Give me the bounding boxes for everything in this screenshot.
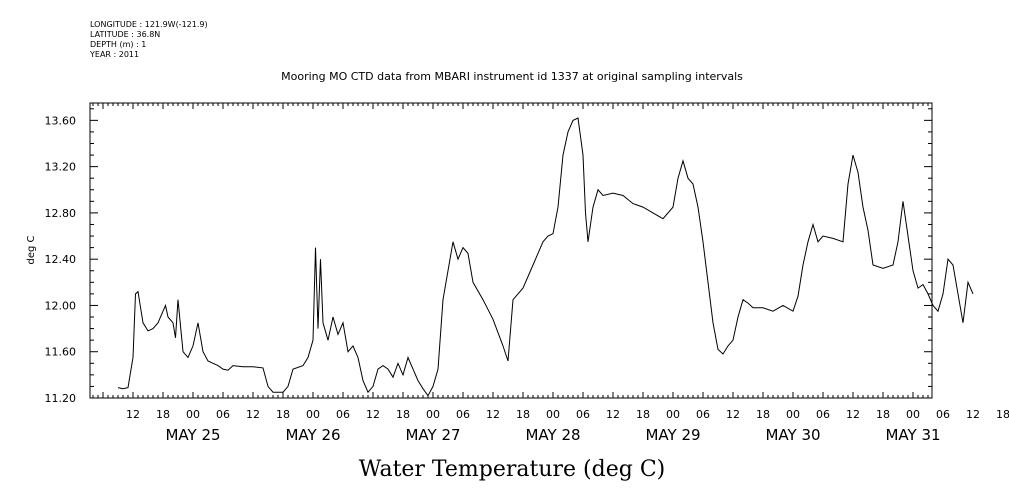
hour-tick-label: 18 <box>516 408 530 421</box>
y-axis-label: deg C <box>26 235 37 264</box>
day-label: MAY 29 <box>645 426 700 444</box>
day-label: MAY 31 <box>885 426 940 444</box>
hour-tick-label: 12 <box>606 408 620 421</box>
hour-tick-label: 18 <box>276 408 290 421</box>
plot-frame <box>89 102 933 399</box>
y-tick-label: 11.20 <box>45 392 77 405</box>
hour-tick-label: 18 <box>396 408 410 421</box>
hour-tick-label: 06 <box>696 408 710 421</box>
hour-tick-label: 06 <box>456 408 470 421</box>
hour-tick-label: 06 <box>816 408 830 421</box>
y-tick-label: 12.40 <box>45 253 77 266</box>
hour-tick-label: 12 <box>846 408 860 421</box>
day-label: MAY 27 <box>405 426 460 444</box>
axis-ticks <box>90 103 932 399</box>
y-tick-label: 13.60 <box>45 114 77 127</box>
hour-tick-label: 06 <box>936 408 950 421</box>
y-tick-label: 11.60 <box>45 346 77 359</box>
day-labels: MAY 25 MAY 26 MAY 27 MAY 28 MAY 29 MAY 30 MAY … <box>165 426 940 444</box>
hour-tick-label: 12 <box>486 408 500 421</box>
meta-year: YEAR : 2011 <box>90 50 140 59</box>
day-label: MAY 28 <box>525 426 580 444</box>
meta-depth: DEPTH (m) : 1 <box>90 40 147 49</box>
hour-tick-label: 06 <box>216 408 230 421</box>
hour-tick-label: 18 <box>156 408 170 421</box>
hour-tick-label: 12 <box>366 408 380 421</box>
y-tick-label: 13.20 <box>45 161 77 174</box>
hour-tick-label: 12 <box>966 408 980 421</box>
hour-tick-label: 06 <box>336 408 350 421</box>
hour-tick-label: 00 <box>426 408 440 421</box>
hour-tick-label: 00 <box>306 408 320 421</box>
meta-latitude: LATITUDE : 36.8N <box>90 30 161 39</box>
hour-tick-label: 00 <box>666 408 680 421</box>
chart-title: Mooring MO CTD data from MBARI instrumen… <box>281 70 743 83</box>
hour-tick-label: 00 <box>186 408 200 421</box>
meta-longitude: LONGITUDE : 121.9W(-121.9) <box>90 20 208 29</box>
hour-tick-label: 12 <box>126 408 140 421</box>
day-label: MAY 26 <box>285 426 340 444</box>
hour-tick-label: 18 <box>636 408 650 421</box>
hour-tick-label: 00 <box>786 408 800 421</box>
hour-tick-label: 00 <box>906 408 920 421</box>
metadata-block: LONGITUDE : 121.9W(-121.9) LATITUDE : 36… <box>90 20 208 60</box>
hour-tick-label: 18 <box>996 408 1009 421</box>
hour-tick-label: 18 <box>756 408 770 421</box>
hour-tick-label: 18 <box>876 408 890 421</box>
hour-tick-label: 06 <box>576 408 590 421</box>
series-line <box>117 117 974 397</box>
y-tick-label: 12.80 <box>45 207 77 220</box>
hour-tick-labels: 12 18 00 06 12 18 00 06 12 18 00 06 12 18 00 06 12 18 00 06… <box>126 408 1009 421</box>
x-axis-label: Water Temperature (deg C) <box>359 457 666 482</box>
hour-tick-label: 12 <box>726 408 740 421</box>
hour-tick-label: 00 <box>546 408 560 421</box>
y-tick-label: 12.00 <box>45 299 77 312</box>
day-label: MAY 25 <box>165 426 220 444</box>
y-tick-labels: 11.20 11.60 12.00 12.40 12.80 13.20 13.60 <box>45 114 77 405</box>
day-label: MAY 30 <box>765 426 820 444</box>
hour-tick-label: 12 <box>246 408 260 421</box>
